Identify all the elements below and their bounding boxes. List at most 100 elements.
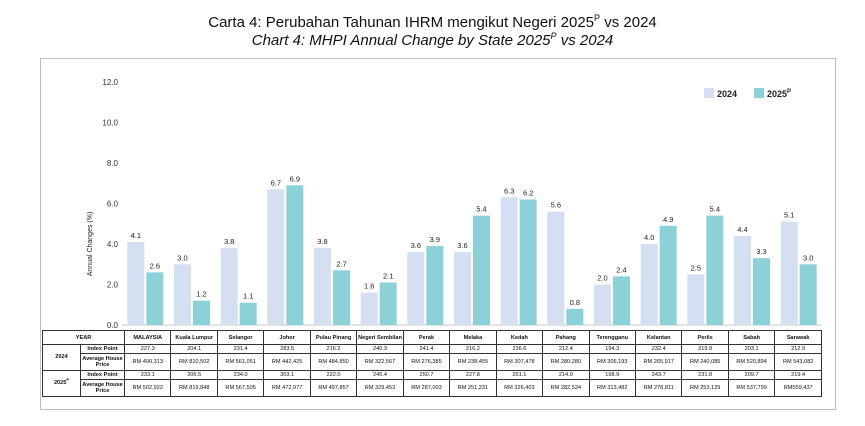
y-axis-label: Annual Changes (%): [87, 212, 94, 277]
table-cell: RM 490,313: [124, 353, 172, 371]
table-column-header: Sabah: [727, 330, 776, 345]
table-cell: RM 537,799: [727, 379, 776, 397]
legend-label-2024: 2024: [717, 89, 737, 99]
table-cell: RM 307,478: [495, 353, 544, 371]
table-cell: RM 442,425: [263, 353, 311, 371]
data-label-2024-13: 4.4: [737, 225, 747, 234]
bar-2025-4: [333, 270, 350, 325]
table-cell: 212.4: [542, 344, 590, 354]
bar-2025-7: [473, 215, 490, 325]
bar-2025-10: [613, 276, 630, 325]
table-cell: 232.4: [634, 344, 683, 354]
table-row-label-price: Average House Price: [79, 379, 126, 397]
data-label-2024-3: 6.7: [271, 178, 281, 187]
bar-2024-9: [547, 211, 565, 325]
table-column-header: Selangor: [216, 330, 265, 345]
bar-2024-2: [220, 248, 238, 325]
y-tick-label: 0.0: [107, 321, 119, 330]
table-cell: RM 472,977: [263, 379, 311, 397]
data-label-2024-11: 4.0: [644, 233, 654, 242]
y-tick-label: 2.0: [107, 281, 119, 290]
table-cell: 234.0: [216, 370, 265, 380]
table-cell: RM 326,403: [495, 379, 544, 397]
bar-2025-5: [379, 282, 397, 325]
table-cell: 251.1: [495, 370, 544, 380]
bar-2025-2: [239, 302, 257, 325]
bar-2025-11: [659, 225, 677, 325]
data-label-2025-9: 0.8: [570, 298, 580, 307]
table-cell: 240.3: [356, 344, 404, 354]
table-column-header: Perak: [402, 330, 451, 345]
chart-title-english: Chart 4: MHPI Annual Change by State 202…: [251, 31, 614, 50]
table-column-header: Terengganu: [588, 330, 637, 345]
bar-2024-7: [454, 252, 471, 325]
bar-2024-0: [127, 241, 145, 325]
bar-2025-12: [706, 215, 724, 325]
table-cell: RM 502,922: [124, 379, 172, 397]
bar-2025-8: [519, 199, 537, 325]
table-cell: RM 278,811: [634, 379, 683, 397]
data-label-2024-6: 3.6: [411, 241, 421, 250]
table-cell: RM 280,280: [542, 353, 590, 371]
y-tick-label: 8.0: [107, 159, 119, 168]
legend-label-2025: 2025P: [767, 89, 791, 99]
table-cell: 206.5: [170, 370, 218, 380]
table-cell: 243.7: [634, 370, 683, 380]
table-row-label-price: Average House Price: [79, 353, 126, 371]
y-tick-label: 12.0: [102, 78, 118, 87]
bar-2024-8: [500, 197, 518, 325]
data-label-2025-14: 3.0: [803, 253, 813, 262]
table-cell: 222.0: [309, 370, 358, 380]
table-year-header: YEAR: [41, 330, 126, 345]
table-cell: 245.4: [356, 370, 404, 380]
table-cell: RM 484,850: [309, 353, 358, 371]
table-cell: 194.3: [588, 344, 637, 354]
table-year-2025: 2025P: [42, 370, 81, 397]
table-column-header: Johor: [263, 330, 311, 345]
table-cell: 219.9: [681, 344, 729, 354]
table-column-header: Perlis: [681, 330, 729, 345]
table-cell: RM 561,051: [216, 353, 265, 371]
bar-2024-1: [174, 264, 191, 325]
table-cell: RM 819,848: [170, 379, 218, 397]
table-column-header: Melaka: [449, 330, 497, 345]
bar-2025-1: [193, 300, 210, 325]
table-cell: RM 265,917: [634, 353, 683, 371]
bar-2025-9: [566, 308, 584, 325]
bar-2024-14: [780, 221, 798, 325]
table-cell: RM 276,385: [402, 353, 451, 371]
table-column-header: Sarawak: [774, 330, 822, 345]
table-column-header: Kuala Lumpur: [170, 330, 218, 345]
table-cell: 209.7: [727, 370, 776, 380]
bar-2025-13: [753, 258, 770, 325]
table-cell: 250.7: [402, 370, 451, 380]
table-cell: 236.6: [495, 344, 544, 354]
table-column-header: Kelantan: [634, 330, 683, 345]
table-column-header: Kedah: [495, 330, 544, 345]
y-tick-label: 10.0: [102, 119, 118, 128]
table-cell: 203.1: [727, 344, 776, 354]
data-label-2025-11: 4.9: [663, 215, 673, 224]
data-label-2024-4: 3.8: [317, 237, 327, 246]
table-cell: RM 282,524: [542, 379, 590, 397]
data-label-2024-0: 4.1: [131, 231, 141, 240]
table-cell: 204.1: [170, 344, 218, 354]
data-label-2025-1: 1.2: [196, 290, 206, 299]
table-cell: 303.1: [263, 370, 311, 380]
table-row-label-index: Index Point: [79, 344, 126, 354]
bar-2025-6: [426, 246, 444, 325]
table-cell: RM 313,482: [588, 379, 637, 397]
table-cell: RM 520,894: [727, 353, 776, 371]
table-column-header: MALAYSIA: [124, 330, 172, 345]
table-cell: 233.1: [124, 370, 172, 380]
table-cell: RM 240,085: [681, 353, 729, 371]
bar-2024-3: [267, 189, 285, 325]
data-label-2025-4: 2.7: [336, 259, 346, 268]
bar-2024-6: [407, 252, 425, 325]
table-year-2024: 2024: [42, 344, 81, 371]
table-column-header: Negeri Sembilan: [356, 330, 404, 345]
table-cell: 231.4: [216, 344, 265, 354]
table-cell: RM 251,231: [449, 379, 497, 397]
data-label-2025-12: 5.4: [710, 205, 720, 214]
bar-2024-5: [360, 292, 378, 325]
